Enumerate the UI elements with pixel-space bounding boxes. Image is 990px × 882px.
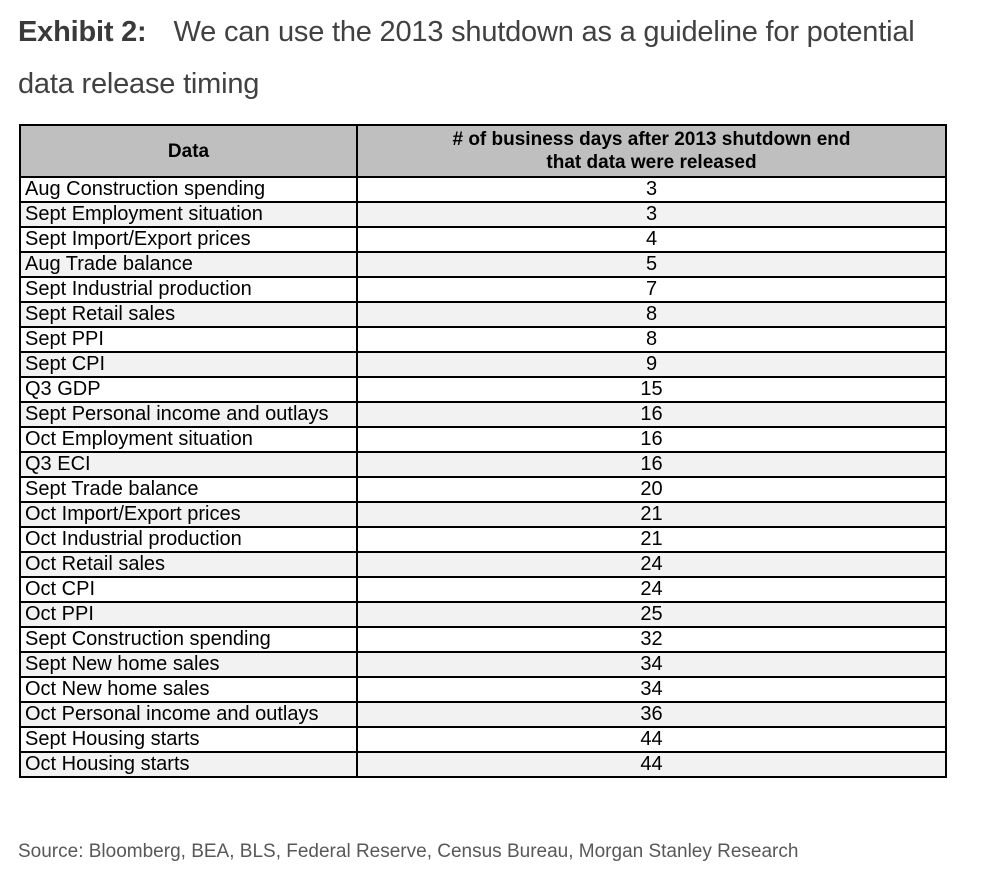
column-header-days-line2: that data were released bbox=[546, 152, 757, 173]
data-cell: Oct Personal income and outlays bbox=[19, 701, 358, 728]
table-body: Aug Construction spending 3 Sept Employmen… bbox=[19, 176, 947, 778]
table-row: Oct Retail sales 24 bbox=[19, 551, 947, 578]
days-cell: 8 bbox=[356, 301, 947, 328]
days-cell: 21 bbox=[356, 501, 947, 528]
table-row: Sept Personal income and outlays 16 bbox=[19, 401, 947, 428]
data-cell: Q3 GDP bbox=[19, 376, 358, 403]
data-cell: Sept Personal income and outlays bbox=[19, 401, 358, 428]
days-cell: 24 bbox=[356, 576, 947, 603]
column-header-days-line1: # of business days after 2013 shutdown e… bbox=[452, 129, 851, 150]
table-row: Oct PPI 25 bbox=[19, 601, 947, 628]
table-row: Sept Construction spending 32 bbox=[19, 626, 947, 653]
days-cell: 34 bbox=[356, 651, 947, 678]
days-cell: 16 bbox=[356, 426, 947, 453]
data-cell: Sept Retail sales bbox=[19, 301, 358, 328]
data-cell: Sept CPI bbox=[19, 351, 358, 378]
data-cell: Oct Employment situation bbox=[19, 426, 358, 453]
days-cell: 25 bbox=[356, 601, 947, 628]
table-row: Sept Import/Export prices 4 bbox=[19, 226, 947, 253]
days-cell: 34 bbox=[356, 676, 947, 703]
table-row: Q3 GDP 15 bbox=[19, 376, 947, 403]
data-cell: Sept New home sales bbox=[19, 651, 358, 678]
data-cell: Aug Construction spending bbox=[19, 176, 358, 203]
table-header-row: Data # of business days after 2013 shutd… bbox=[19, 124, 947, 178]
days-cell: 9 bbox=[356, 351, 947, 378]
data-cell: Sept Construction spending bbox=[19, 626, 358, 653]
table-row: Sept CPI 9 bbox=[19, 351, 947, 378]
table-row: Oct Housing starts 44 bbox=[19, 751, 947, 778]
exhibit-title-text: We can use the 2013 shutdown as a guidel… bbox=[18, 16, 915, 100]
table-row: Oct Personal income and outlays 36 bbox=[19, 701, 947, 728]
table-row: Sept New home sales 34 bbox=[19, 651, 947, 678]
data-cell: Sept Import/Export prices bbox=[19, 226, 358, 253]
data-cell: Oct CPI bbox=[19, 576, 358, 603]
data-cell: Sept Industrial production bbox=[19, 276, 358, 303]
days-cell: 36 bbox=[356, 701, 947, 728]
data-cell: Oct Industrial production bbox=[19, 526, 358, 553]
table-row: Oct CPI 24 bbox=[19, 576, 947, 603]
table-row: Oct Industrial production 21 bbox=[19, 526, 947, 553]
table-row: Oct Employment situation 16 bbox=[19, 426, 947, 453]
table-row: Oct Import/Export prices 21 bbox=[19, 501, 947, 528]
table-row: Sept Trade balance 20 bbox=[19, 476, 947, 503]
days-cell: 20 bbox=[356, 476, 947, 503]
days-cell: 32 bbox=[356, 626, 947, 653]
data-cell: Oct PPI bbox=[19, 601, 358, 628]
days-cell: 44 bbox=[356, 751, 947, 778]
days-cell: 15 bbox=[356, 376, 947, 403]
days-cell: 16 bbox=[356, 451, 947, 478]
days-cell: 7 bbox=[356, 276, 947, 303]
days-cell: 8 bbox=[356, 326, 947, 353]
data-cell: Oct Retail sales bbox=[19, 551, 358, 578]
table-row: Aug Trade balance 5 bbox=[19, 251, 947, 278]
source-note: Source: Bloomberg, BEA, BLS, Federal Res… bbox=[18, 841, 799, 862]
data-cell: Oct New home sales bbox=[19, 676, 358, 703]
days-cell: 3 bbox=[356, 176, 947, 203]
days-cell: 5 bbox=[356, 251, 947, 278]
data-cell: Sept Trade balance bbox=[19, 476, 358, 503]
column-header-data: Data bbox=[19, 124, 358, 178]
data-cell: Sept Employment situation bbox=[19, 201, 358, 228]
days-cell: 44 bbox=[356, 726, 947, 753]
data-cell: Oct Housing starts bbox=[19, 751, 358, 778]
days-cell: 21 bbox=[356, 526, 947, 553]
column-header-days: # of business days after 2013 shutdown e… bbox=[356, 124, 947, 178]
data-cell: Q3 ECI bbox=[19, 451, 358, 478]
data-cell: Oct Import/Export prices bbox=[19, 501, 358, 528]
days-cell: 4 bbox=[356, 226, 947, 253]
days-cell: 3 bbox=[356, 201, 947, 228]
exhibit-label: Exhibit 2: bbox=[18, 16, 147, 48]
days-cell: 24 bbox=[356, 551, 947, 578]
data-cell: Sept PPI bbox=[19, 326, 358, 353]
table-row: Q3 ECI 16 bbox=[19, 451, 947, 478]
table-row: Sept Industrial production 7 bbox=[19, 276, 947, 303]
exhibit-title: Exhibit 2: We can use the 2013 shutdown a… bbox=[18, 6, 943, 110]
table-row: Sept Housing starts 44 bbox=[19, 726, 947, 753]
table-row: Sept PPI 8 bbox=[19, 326, 947, 353]
data-cell: Sept Housing starts bbox=[19, 726, 358, 753]
table-row: Aug Construction spending 3 bbox=[19, 176, 947, 203]
table-row: Sept Employment situation 3 bbox=[19, 201, 947, 228]
table-row: Oct New home sales 34 bbox=[19, 676, 947, 703]
days-cell: 16 bbox=[356, 401, 947, 428]
data-cell: Aug Trade balance bbox=[19, 251, 358, 278]
table-row: Sept Retail sales 8 bbox=[19, 301, 947, 328]
data-release-table: Data # of business days after 2013 shutd… bbox=[19, 124, 947, 778]
